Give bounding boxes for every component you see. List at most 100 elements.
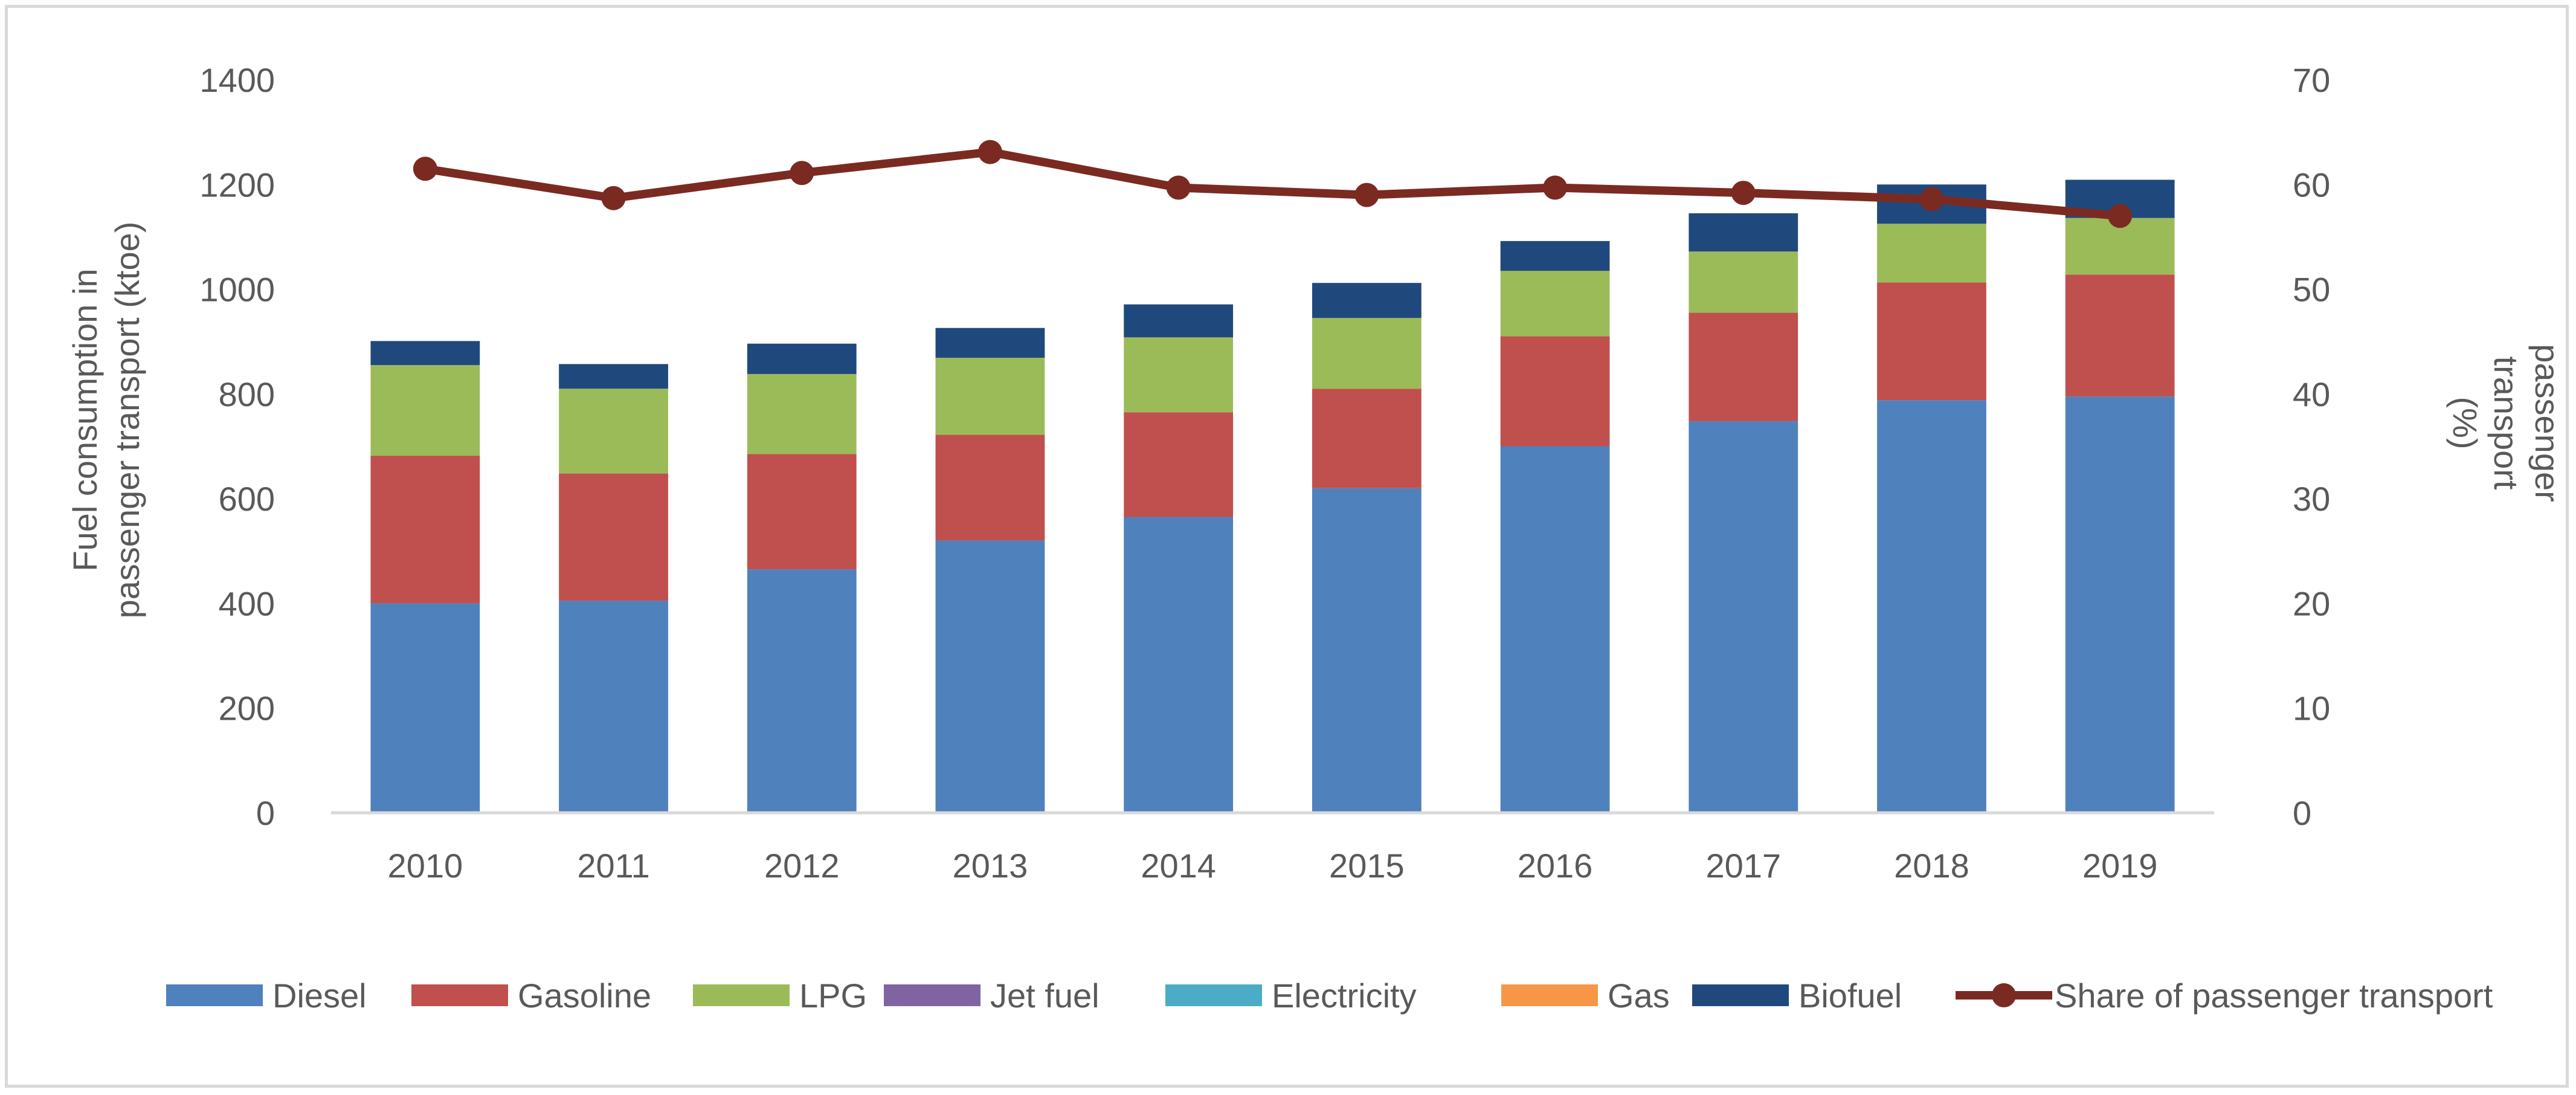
legend-label: Jet fuel [990,977,1100,1015]
bar-gasoline-2017 [1689,312,1798,421]
y-tick-label: 600 [219,480,275,518]
legend-label: Gasoline [518,977,651,1015]
x-tick-label: 2018 [1894,847,1969,885]
bar-diesel-2010 [370,603,480,813]
bar-gasoline-2015 [1312,389,1422,488]
share-marker-2017 [1731,181,1756,205]
legend: Diesel Gasoline LPG Jet fuel Electricity Gas B… [166,977,2493,1015]
bar-diesel-2017 [1689,421,1798,813]
bar-gasoline-2012 [747,454,857,570]
y-axis-title-line: passenger transport (ktoe) [108,222,146,619]
legend-line-marker [1992,983,2016,1007]
x-tick-label: 2011 [577,847,649,885]
y-tick-label: 0 [256,794,275,832]
share-marker-2013 [977,140,1002,164]
bar-diesel-2019 [2065,396,2175,813]
bar-biofuel-2010 [370,341,480,366]
y2-axis-title-line: transport [2487,357,2525,490]
share-marker-2018 [1919,187,1944,212]
line-layer [413,140,2133,228]
bar-biofuel-2016 [1500,241,1610,271]
bar-lpg-2012 [747,373,857,454]
y2-tick-label: 30 [2293,480,2330,518]
bar-lpg-2015 [1312,318,1422,389]
share-line [424,147,2120,221]
y2-tick-label: 60 [2293,166,2330,204]
y-tick-label: 1000 [199,271,275,309]
bar-gasoline-2016 [1500,336,1610,447]
y-axis-title: Fuel consumption in passenger transport (… [66,222,146,619]
y2-tick-label: 20 [2293,584,2330,622]
bar-biofuel-2014 [1124,304,1234,338]
y2-axis-title-line: Share of [2569,359,2576,487]
share-marker-2010 [413,157,437,181]
y-tick-label: 400 [219,584,275,622]
x-tick-label: 2013 [953,847,1028,885]
y2-axis-title-line: passenger [2528,344,2566,502]
legend-label: Gas [1608,977,1670,1015]
x-tick-label: 2015 [1329,847,1405,885]
y2-tick-label: 0 [2293,794,2311,832]
bar-lpg-2014 [1124,337,1234,413]
y2-tick-label: 70 [2293,61,2330,99]
bar-gasoline-2014 [1124,412,1234,517]
bar-gasoline-2019 [2065,274,2175,397]
y-tick-label: 1200 [199,166,275,204]
legend-swatch-jet-fuel [884,984,980,1006]
legend-swatch-electricity [1165,984,1262,1006]
bar-diesel-2015 [1312,488,1422,813]
y2-tick-label: 40 [2293,375,2330,413]
x-tick-label: 2019 [2082,847,2158,885]
x-tick-label: 2010 [388,847,463,885]
share-marker-2015 [1354,182,1379,207]
bar-diesel-2018 [1877,400,1986,813]
x-tick-label: 2014 [1141,847,1216,885]
legend-label: Biofuel [1798,977,1902,1015]
y2-tick-label: 10 [2293,690,2330,728]
bar-biofuel-2011 [559,364,668,389]
bar-lpg-2011 [559,389,668,474]
legend-label: Electricity [1272,977,1417,1015]
x-axis-ticks: 2010 2011 2012 2013 2014 2015 2016 2017 2018 2019 [388,847,2158,885]
y-tick-label: 800 [219,375,275,413]
legend-swatch-biofuel [1692,984,1789,1006]
y2-axis-title: Share ofpassengertransport(%) [2446,344,2576,502]
bar-lpg-2013 [935,358,1045,435]
y-tick-label: 200 [219,690,275,728]
bar-gasoline-2018 [1877,282,1986,401]
x-tick-label: 2017 [1705,847,1781,885]
bar-diesel-2016 [1500,446,1610,813]
bar-diesel-2012 [747,569,857,813]
y2-axis-title-line: (%) [2446,396,2484,449]
legend-label: LPG [799,977,867,1015]
y-axis-ticks: 0 200 400 600 800 1000 1200 1400 [199,61,275,832]
bar-biofuel-2013 [935,328,1045,358]
bar-biofuel-2015 [1312,283,1422,318]
share-marker-2011 [601,186,626,210]
legend-swatch-lpg [693,984,790,1006]
x-tick-label: 2012 [764,847,840,885]
y-tick-label: 1400 [199,61,275,99]
bar-gasoline-2010 [370,456,480,604]
x-tick-label: 2016 [1518,847,1593,885]
y-axis-title-line: Fuel consumption in [66,268,104,571]
y2-axis-ticks: 0 10 20 30 40 50 60 70 [2293,61,2330,832]
bar-biofuel-2017 [1689,213,1798,252]
bar-gasoline-2011 [559,473,668,601]
legend-label: Share of passenger transport [2055,977,2493,1015]
share-marker-2016 [1543,175,1568,200]
bar-lpg-2016 [1500,271,1610,337]
share-marker-2012 [790,161,814,186]
bar-lpg-2010 [370,365,480,456]
legend-label: Diesel [272,977,367,1015]
legend-swatch-diesel [166,984,263,1006]
bar-diesel-2013 [935,540,1045,813]
share-marker-2019 [2108,204,2133,228]
bar-diesel-2011 [559,601,668,813]
share-marker-2014 [1166,175,1191,200]
legend-swatch-gas [1501,984,1598,1006]
bar-diesel-2014 [1124,517,1234,813]
bar-lpg-2017 [1689,251,1798,313]
bar-gasoline-2013 [935,434,1045,541]
bars-layer [370,179,2175,813]
